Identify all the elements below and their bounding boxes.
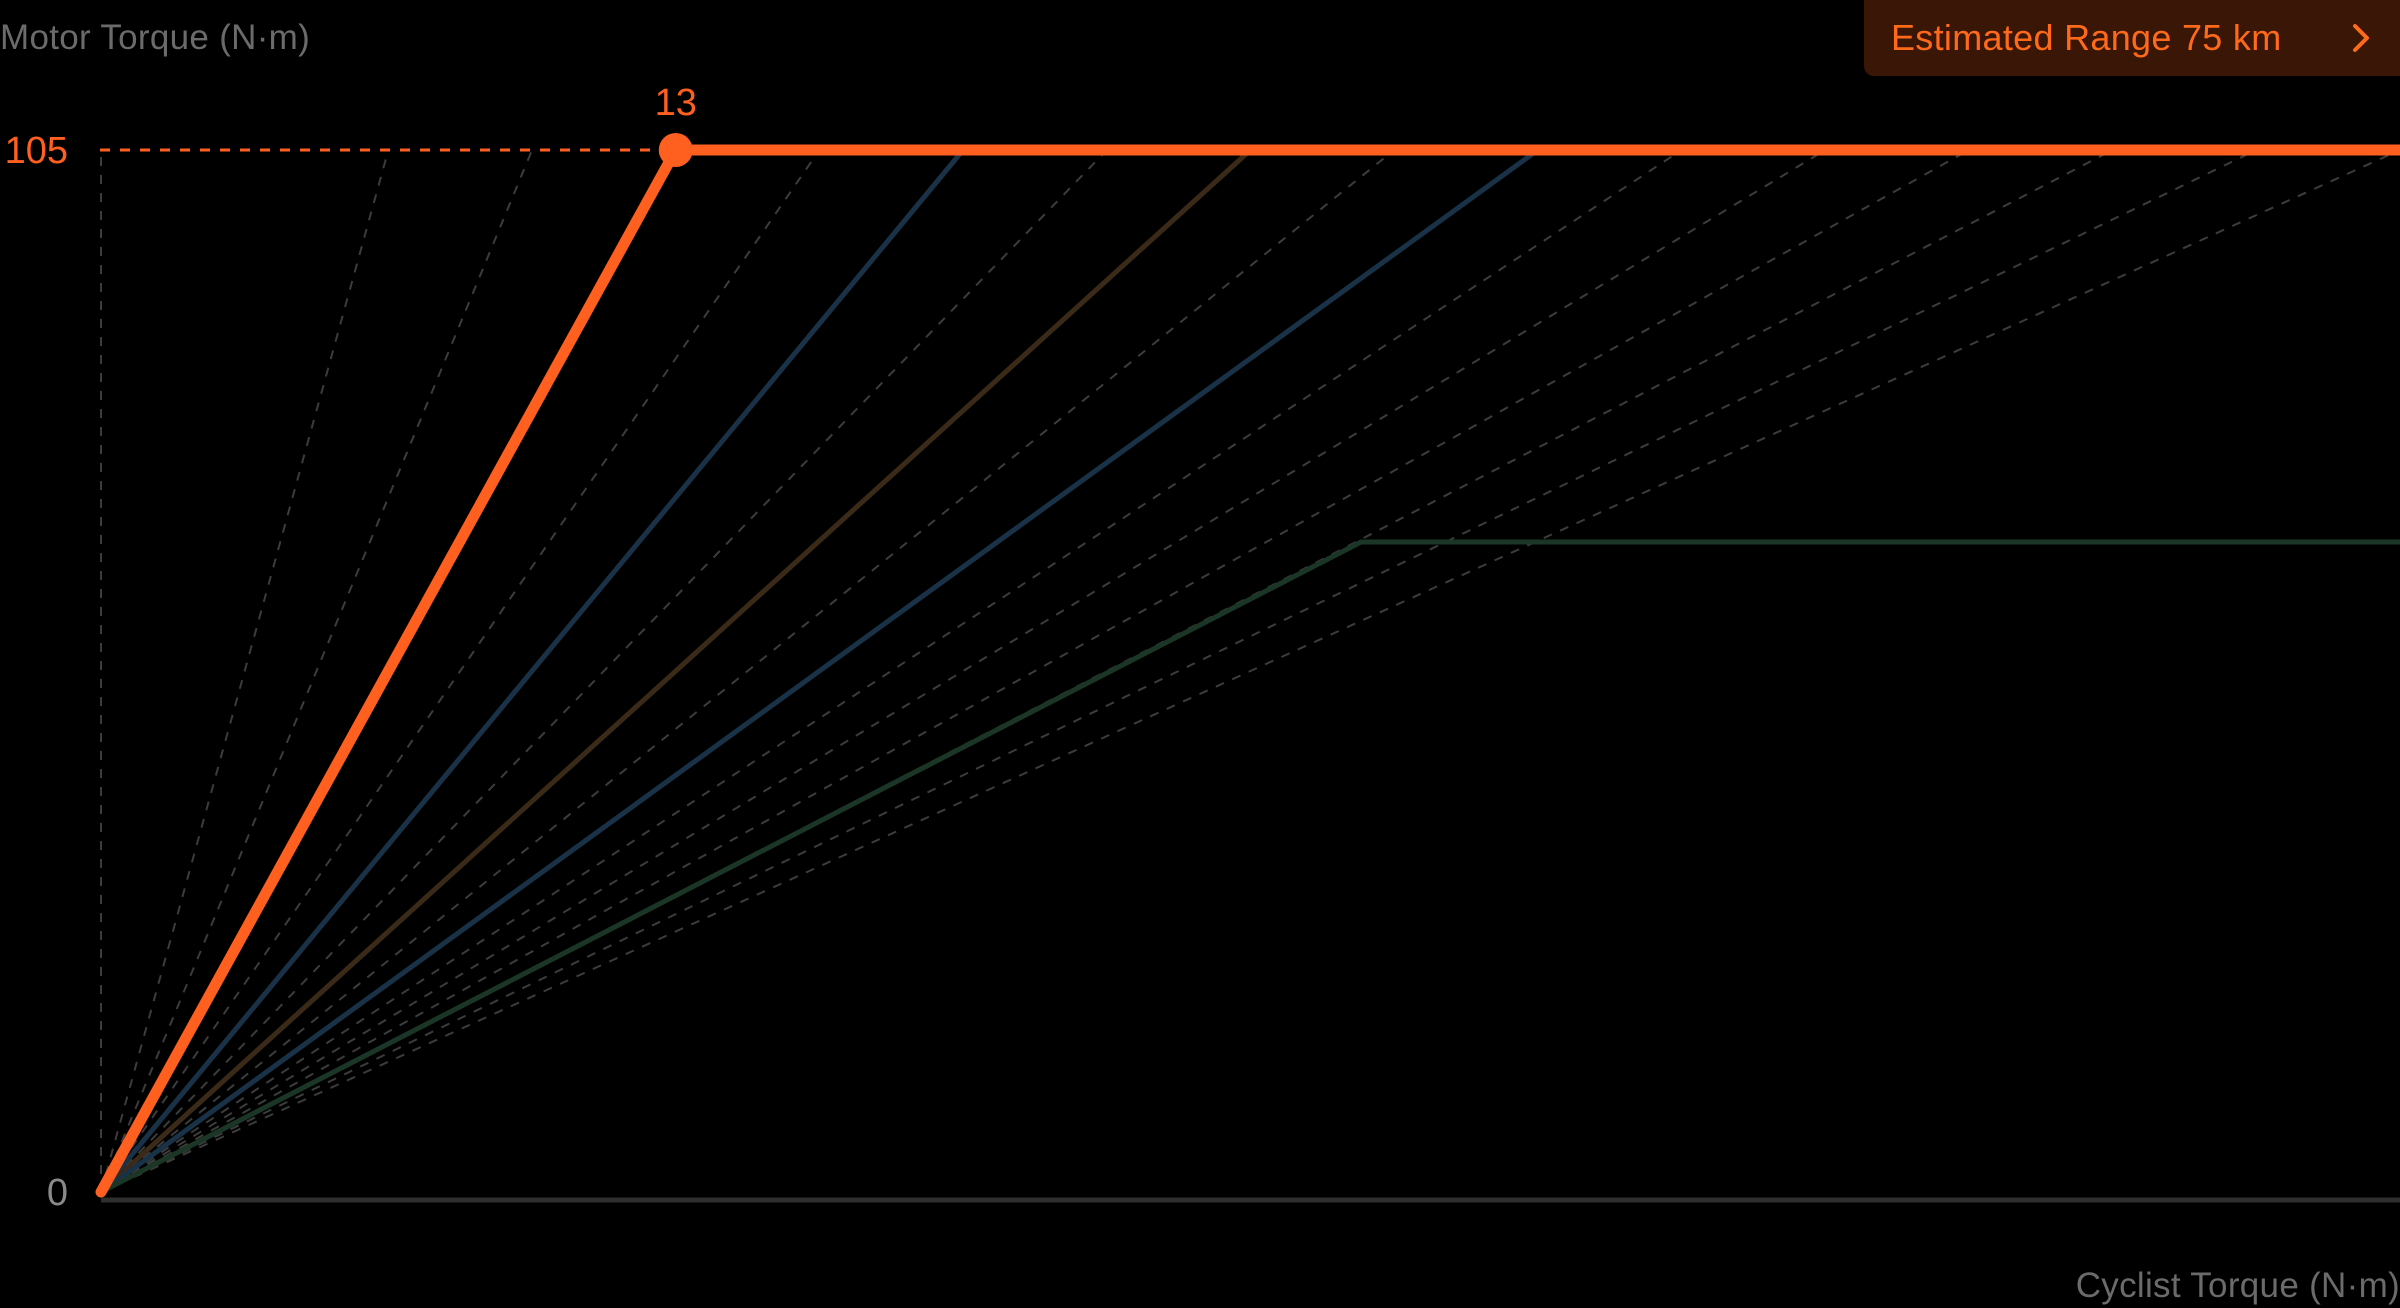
assist-curve-3 — [98, 147, 1541, 1195]
y-tick-label-1: 105 — [5, 130, 68, 172]
guide-line-6 — [100, 149, 1683, 1193]
guide-line-4 — [100, 149, 1108, 1193]
y-tick-label-0: 0 — [47, 1172, 68, 1214]
guide-line-11 — [100, 149, 2400, 1193]
active-point-label: 13 — [655, 82, 697, 124]
guide-line-3 — [100, 149, 821, 1193]
guide-line-8 — [100, 149, 1970, 1193]
guide-line-5 — [100, 149, 1395, 1193]
assist-curve-2 — [98, 147, 1253, 1195]
guide-line-7 — [100, 149, 1826, 1193]
chevron-right-icon — [2353, 24, 2369, 52]
estimated-range-button[interactable]: Estimated Range 75 km — [1864, 0, 2400, 76]
assist-curve-1 — [98, 147, 966, 1195]
y-axis-title: Motor Torque (N·m) — [0, 18, 311, 57]
guide-lines — [100, 149, 2400, 1193]
assist-curve-4 — [98, 539, 2400, 1195]
active-point-marker[interactable] — [658, 133, 693, 167]
x-axis-title: Cyclist Torque (N·m) — [2075, 1266, 2400, 1305]
guide-line-1 — [100, 149, 390, 1193]
estimated-range-label: Estimated Range 75 km — [1891, 17, 2282, 58]
y-tick-labels: 0 105 — [5, 130, 68, 1214]
guide-line-10 — [100, 149, 2257, 1193]
guide-line-2 — [100, 149, 533, 1193]
